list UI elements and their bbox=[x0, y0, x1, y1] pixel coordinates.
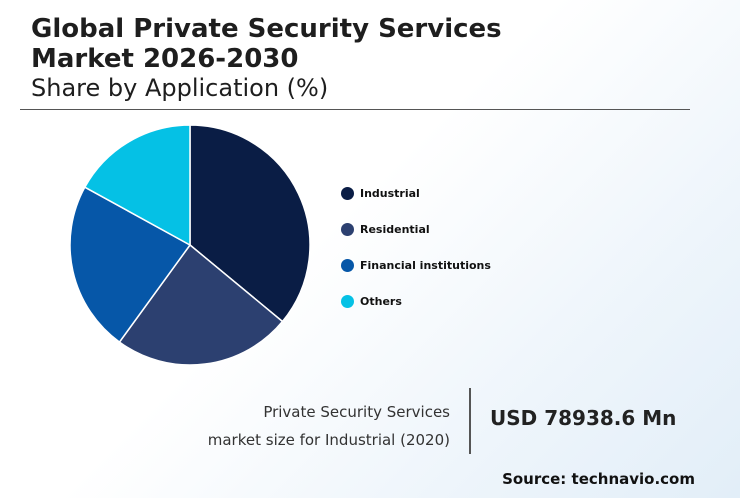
legend-label-industrial: Industrial bbox=[360, 186, 420, 200]
legend-swatch-residential bbox=[341, 222, 354, 236]
pie-slice-others bbox=[83, 124, 191, 247]
pie-slice-industrial bbox=[189, 124, 311, 323]
legend-item-financial-institutions: Financial institutions bbox=[341, 247, 491, 283]
market-size-line-1: Private Security Services bbox=[263, 403, 450, 421]
pie-slice-residential bbox=[118, 243, 284, 366]
title-divider bbox=[20, 109, 690, 110]
legend-item-industrial: Industrial bbox=[341, 175, 491, 211]
source-label: Source: technavio.com bbox=[502, 470, 695, 488]
legend-swatch-financial-institutions bbox=[341, 258, 354, 272]
chart-subtitle: Share by Application (%) bbox=[31, 74, 329, 102]
legend-item-others: Others bbox=[341, 283, 491, 319]
legend: Industrial Residential Financial institu… bbox=[341, 175, 491, 319]
legend-label-residential: Residential bbox=[360, 222, 430, 236]
market-size-line-2: market size for Industrial (2020) bbox=[207, 431, 450, 449]
market-size-value: USD 78938.6 Mn bbox=[490, 406, 677, 430]
legend-label-others: Others bbox=[360, 294, 402, 308]
market-divider bbox=[469, 388, 471, 454]
chart-title: Global Private Security Services Market … bbox=[31, 14, 502, 74]
pie-slice-financial-institutions bbox=[69, 186, 192, 344]
legend-swatch-others bbox=[341, 294, 354, 308]
market-size-description: Private Security Services market size fo… bbox=[150, 398, 450, 454]
legend-swatch-industrial bbox=[341, 186, 354, 200]
legend-label-financial-institutions: Financial institutions bbox=[360, 258, 491, 272]
legend-item-residential: Residential bbox=[341, 211, 491, 247]
